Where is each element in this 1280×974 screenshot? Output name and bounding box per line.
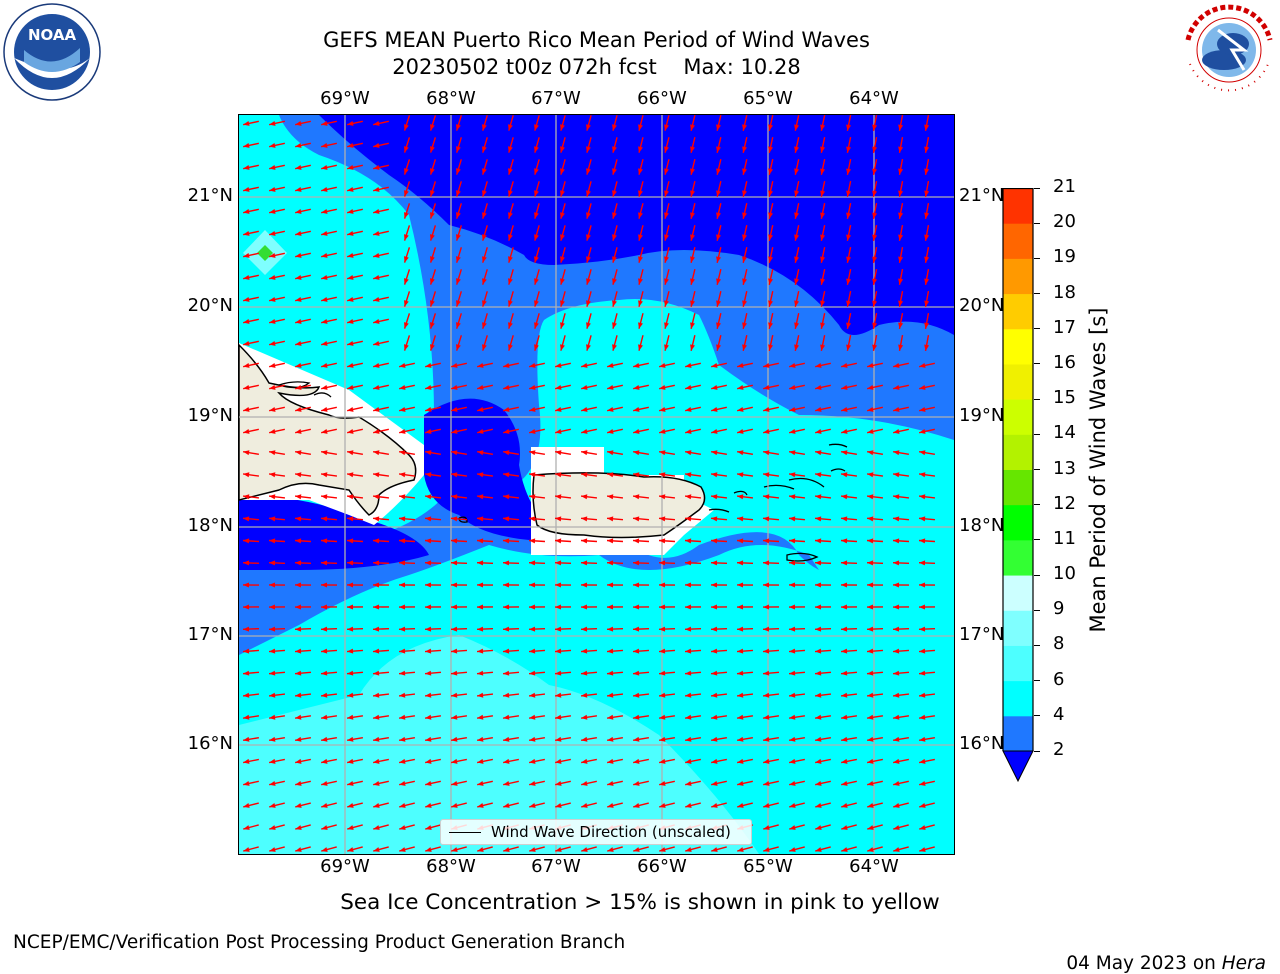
colorbar-segment	[1003, 681, 1033, 717]
colorbar-segment	[1003, 505, 1033, 541]
lon-label-bottom: 66°W	[622, 856, 702, 877]
colorbar-segment	[1003, 716, 1033, 752]
colorbar-tick-label: 6	[1053, 669, 1064, 690]
lon-label-top: 65°W	[728, 88, 808, 109]
colorbar-segment	[1003, 258, 1033, 294]
colorbar-tick-label: 11	[1053, 528, 1076, 549]
colorbar-tick-mark	[1034, 469, 1040, 470]
lat-label-left: 18°N	[33, 515, 233, 536]
colorbar-segment	[1003, 575, 1033, 611]
lat-label-left: 16°N	[33, 733, 233, 754]
lon-label-bottom: 69°W	[305, 856, 385, 877]
colorbar-segment	[1003, 645, 1033, 681]
chart-subtitle: 20230502 t00z 072h fcst Max: 10.28	[0, 54, 1193, 80]
colorbar-tick-mark	[1034, 645, 1040, 646]
lon-label-top: 64°W	[834, 88, 914, 109]
colorbar-tick-label: 20	[1053, 211, 1076, 232]
colorbar-tick-label: 9	[1053, 598, 1064, 619]
footer-host: Hera	[1222, 953, 1266, 974]
lat-label-right: 20°N	[959, 295, 1003, 316]
colorbar-tick-mark	[1034, 188, 1040, 189]
colorbar-tick-mark	[1034, 399, 1040, 400]
colorbar-segment	[1003, 470, 1033, 506]
colorbar-tick-label: 8	[1053, 633, 1064, 654]
footer-left: NCEP/EMC/Verification Post Processing Pr…	[13, 932, 625, 953]
colorbar-tick-mark	[1034, 223, 1040, 224]
lon-label-bottom: 64°W	[834, 856, 914, 877]
colorbar-tick-label: 21	[1053, 176, 1076, 197]
lon-label-bottom: 68°W	[411, 856, 491, 877]
colorbar-tick-mark	[1034, 504, 1040, 505]
lon-label-top: 69°W	[305, 88, 385, 109]
colorbar-segment	[1003, 329, 1033, 365]
lat-label-left: 17°N	[33, 624, 233, 645]
sea-ice-note: Sea Ice Concentration > 15% is shown in …	[0, 890, 1280, 915]
chart-title: GEFS MEAN Puerto Rico Mean Period of Win…	[0, 27, 1193, 53]
nws-logo	[1178, 0, 1280, 100]
map-frame	[238, 114, 955, 855]
colorbar-tick-label: 12	[1053, 493, 1076, 514]
lon-label-top: 68°W	[411, 88, 491, 109]
colorbar-segment	[1003, 188, 1033, 224]
lat-label-right: 17°N	[959, 624, 1003, 645]
colorbar-tick-mark	[1034, 715, 1040, 716]
colorbar-tick-mark	[1034, 539, 1040, 540]
lat-label-right: 19°N	[959, 405, 1003, 426]
footer-date: 04 May 2023 on	[1066, 953, 1221, 974]
colorbar-tick-mark	[1034, 610, 1040, 611]
colorbar-segment	[1003, 540, 1033, 576]
colorbar-extend-arrow	[1003, 751, 1033, 781]
colorbar-tick-mark	[1034, 363, 1040, 364]
lon-label-bottom: 65°W	[728, 856, 808, 877]
colorbar-tick-mark	[1034, 293, 1040, 294]
colorbar-segment	[1003, 294, 1033, 330]
lat-label-right: 21°N	[959, 185, 1003, 206]
lat-label-right: 18°N	[959, 515, 1003, 536]
lat-label-right: 16°N	[959, 733, 1003, 754]
colorbar-tick-label: 15	[1053, 387, 1076, 408]
colorbar-tick-mark	[1034, 575, 1040, 576]
footer-right: 04 May 2023 on Hera	[1055, 932, 1266, 974]
colorbar-tick-label: 19	[1053, 246, 1076, 267]
lat-label-left: 20°N	[33, 295, 233, 316]
colorbar-tick-label: 14	[1053, 422, 1076, 443]
colorbar-segment	[1003, 399, 1033, 435]
colorbar	[1002, 188, 1034, 783]
lon-label-bottom: 67°W	[516, 856, 596, 877]
colorbar-tick-mark	[1034, 258, 1040, 259]
colorbar-tick-label: 18	[1053, 282, 1076, 303]
colorbar-label: Mean Period of Wind Waves [s]	[1086, 308, 1110, 633]
colorbar-tick-mark	[1034, 680, 1040, 681]
lon-label-top: 67°W	[516, 88, 596, 109]
colorbar-segment	[1003, 223, 1033, 259]
colorbar-tick-mark	[1034, 328, 1040, 329]
colorbar-tick-label: 16	[1053, 352, 1076, 373]
colorbar-tick-label: 10	[1053, 563, 1076, 584]
colorbar-tick-label: 4	[1053, 704, 1064, 725]
lon-label-top: 66°W	[622, 88, 702, 109]
colorbar-tick-label: 2	[1053, 739, 1064, 760]
colorbar-segment	[1003, 434, 1033, 470]
lat-label-left: 21°N	[33, 185, 233, 206]
colorbar-tick-label: 13	[1053, 458, 1076, 479]
colorbar-segment	[1003, 364, 1033, 400]
colorbar-tick-label: 17	[1053, 317, 1076, 338]
colorbar-tick-mark	[1034, 751, 1040, 752]
colorbar-tick-mark	[1034, 434, 1040, 435]
colorbar-segment	[1003, 610, 1033, 646]
lat-label-left: 19°N	[33, 405, 233, 426]
